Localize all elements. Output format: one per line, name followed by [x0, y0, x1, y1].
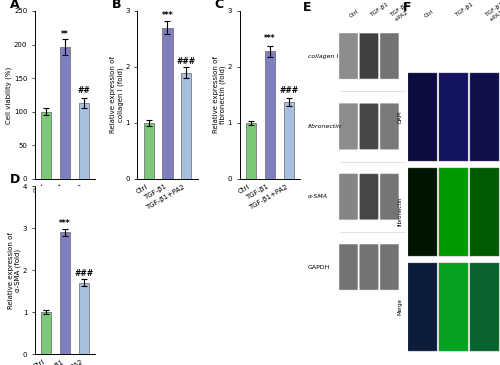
Bar [440, 168, 468, 256]
Bar [60, 233, 70, 354]
Y-axis label: Relative expression of
fibronectin (fold): Relative expression of fibronectin (fold… [212, 57, 226, 133]
Bar [470, 262, 499, 351]
Bar [79, 103, 89, 179]
Bar [470, 168, 499, 256]
FancyBboxPatch shape [380, 104, 398, 149]
Text: TGF-β1: TGF-β1 [369, 2, 389, 19]
Bar [408, 262, 438, 351]
FancyBboxPatch shape [360, 33, 378, 79]
FancyBboxPatch shape [360, 244, 378, 290]
FancyBboxPatch shape [339, 104, 357, 149]
Bar [440, 73, 468, 161]
Bar [440, 262, 468, 351]
Y-axis label: Relative expression of
collagen I (fold): Relative expression of collagen I (fold) [110, 57, 124, 133]
Text: TGF-β1
+PA2: TGF-β1 +PA2 [484, 2, 500, 23]
FancyBboxPatch shape [360, 174, 378, 220]
Bar [440, 73, 468, 161]
Bar [408, 168, 438, 256]
Text: ###: ### [177, 57, 196, 66]
Bar [470, 262, 499, 351]
Bar [408, 262, 438, 351]
Bar [440, 168, 468, 256]
Bar [41, 112, 51, 179]
FancyBboxPatch shape [380, 33, 398, 79]
Text: α-SMA: α-SMA [308, 194, 328, 199]
Text: E: E [302, 1, 311, 14]
Text: collagen I: collagen I [308, 54, 338, 58]
FancyBboxPatch shape [339, 244, 357, 290]
Text: GAPDH: GAPDH [308, 265, 330, 270]
Text: TGF-β1: TGF-β1 [454, 2, 474, 19]
Text: Merge: Merge [398, 298, 402, 315]
Text: ***: *** [60, 219, 71, 228]
Bar [144, 123, 154, 179]
Text: Ctrl: Ctrl [423, 8, 434, 19]
Bar [408, 262, 438, 351]
Bar [284, 101, 294, 179]
Text: ###: ### [74, 269, 94, 278]
FancyBboxPatch shape [360, 104, 378, 149]
Bar [470, 168, 499, 256]
Text: Ctrl: Ctrl [348, 8, 360, 19]
Text: fibronectin: fibronectin [398, 197, 402, 226]
Bar [408, 73, 438, 161]
Text: DAPI: DAPI [398, 110, 402, 123]
Bar [246, 123, 256, 179]
Bar [181, 73, 192, 179]
Bar [440, 262, 468, 351]
FancyBboxPatch shape [339, 33, 357, 79]
Bar [408, 168, 438, 256]
Bar [79, 283, 89, 354]
Text: TGF-β1
+PA2: TGF-β1 +PA2 [390, 2, 413, 23]
Bar [440, 262, 468, 351]
Text: fibronectin: fibronectin [308, 124, 342, 129]
FancyBboxPatch shape [380, 244, 398, 290]
Bar [264, 51, 275, 179]
Text: ###: ### [279, 86, 298, 95]
Text: D: D [10, 173, 20, 186]
Text: C: C [214, 0, 224, 11]
Text: A: A [10, 0, 20, 11]
Bar [470, 73, 499, 161]
Bar [41, 312, 51, 354]
FancyBboxPatch shape [380, 174, 398, 220]
Bar [162, 28, 172, 179]
FancyBboxPatch shape [339, 174, 357, 220]
Text: ***: *** [264, 34, 276, 43]
Bar [470, 262, 499, 351]
Bar [408, 73, 438, 161]
Bar [60, 47, 70, 179]
Y-axis label: Cell viability (%): Cell viability (%) [6, 66, 12, 123]
Text: ##: ## [78, 86, 90, 95]
Text: F: F [403, 1, 411, 14]
Y-axis label: Relative expression of
α-SMA (fold): Relative expression of α-SMA (fold) [8, 232, 22, 308]
Text: B: B [112, 0, 122, 11]
Bar [470, 73, 499, 161]
Text: ***: *** [162, 11, 173, 20]
Text: **: ** [61, 30, 69, 39]
